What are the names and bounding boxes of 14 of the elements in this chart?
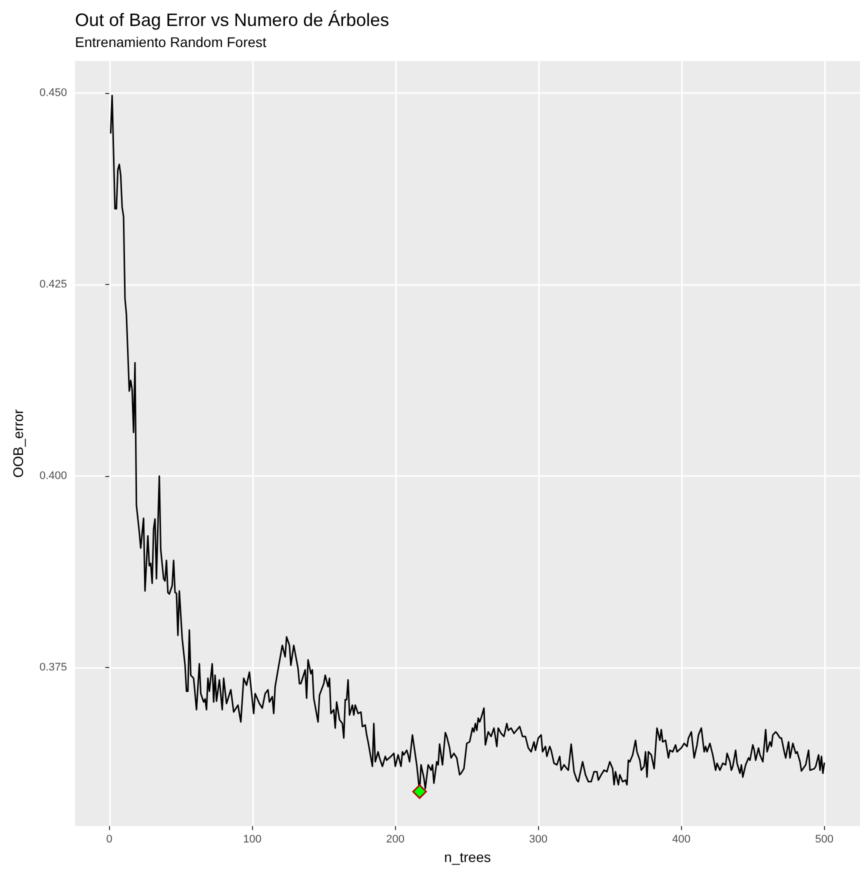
chart-title: Out of Bag Error vs Numero de Árboles	[75, 10, 390, 30]
x-tick-label: 300	[529, 834, 548, 846]
y-tick-label: 0.450	[39, 87, 67, 100]
x-tick-label: 0	[106, 834, 112, 846]
y-tick-label: 0.425	[39, 278, 67, 291]
x-tick-label: 100	[243, 834, 262, 846]
chart-subtitle: Entrenamiento Random Forest	[75, 34, 267, 50]
x-axis-title: n_trees	[444, 849, 491, 865]
x-tick-label: 200	[386, 834, 404, 846]
y-axis-title: OOB_error	[10, 408, 26, 478]
y-tick-label: 0.375	[39, 662, 67, 674]
x-tick-label: 500	[815, 834, 834, 846]
y-tick-label: 0.400	[39, 470, 67, 482]
x-tick-label: 400	[672, 834, 690, 846]
